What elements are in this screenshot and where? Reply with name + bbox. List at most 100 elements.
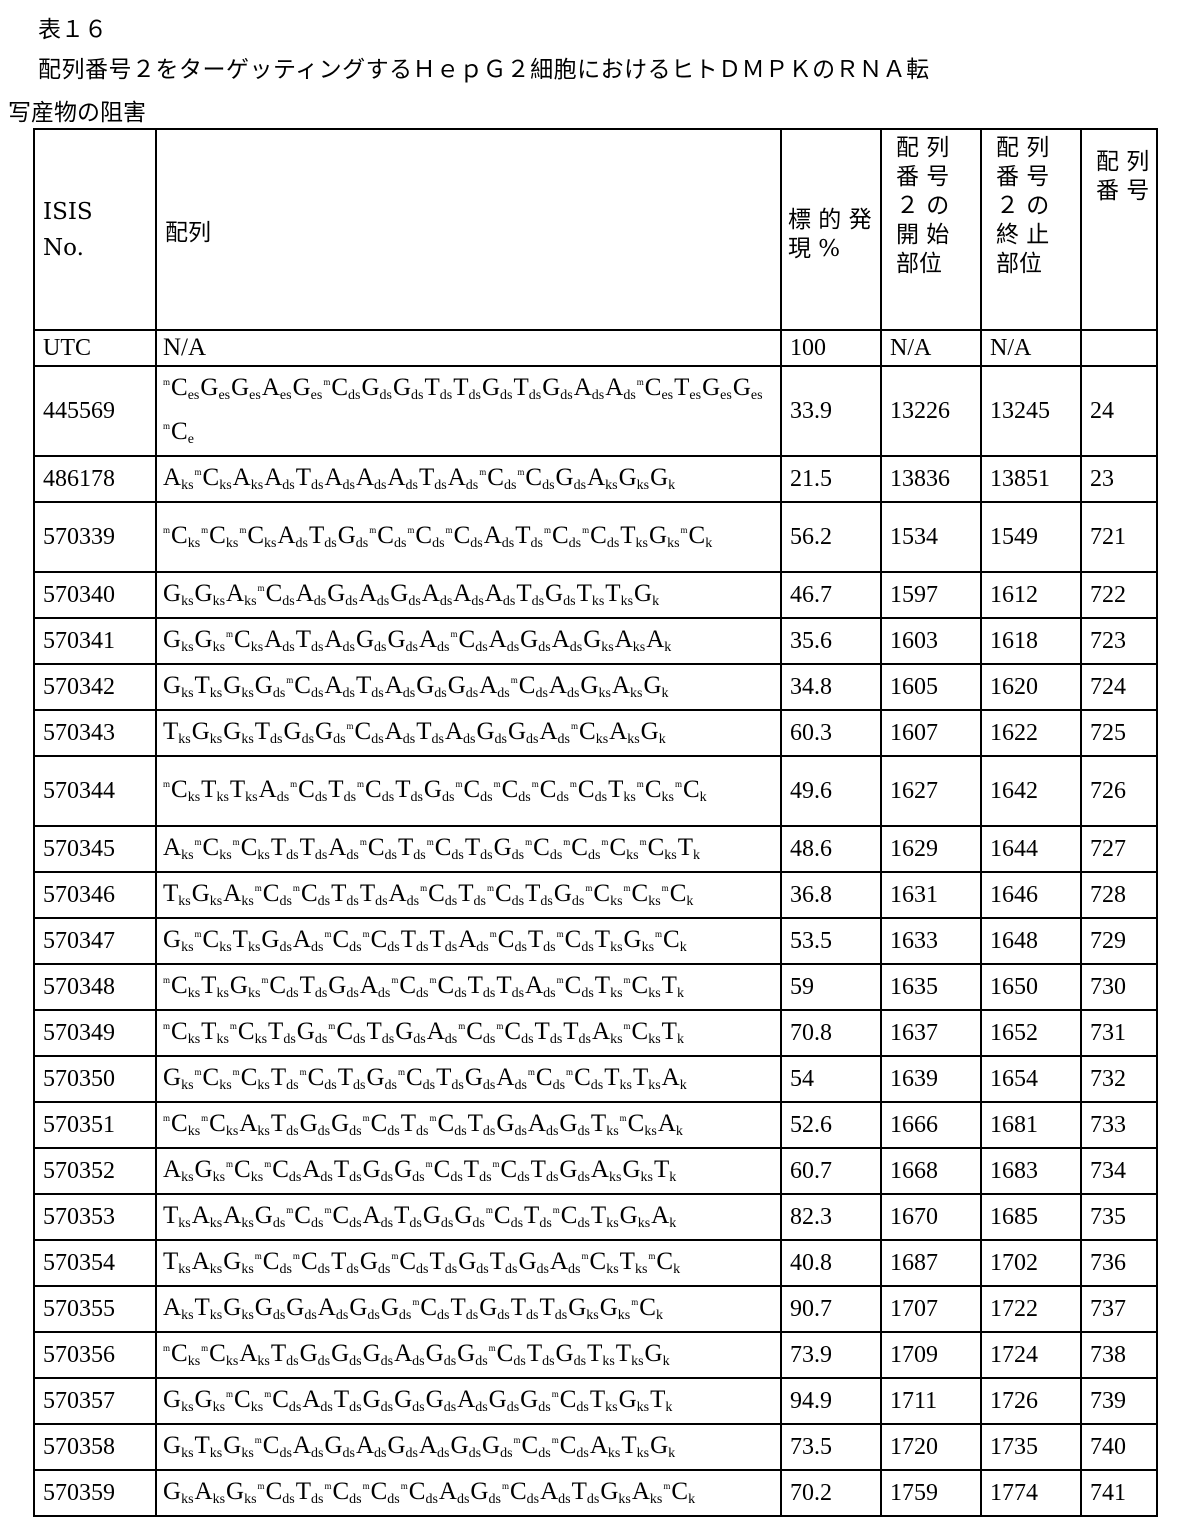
nucleotide: Tks [604, 1063, 632, 1101]
seq-id-cell: 731 [1081, 1010, 1157, 1056]
stop-site-cell: 1724 [981, 1332, 1081, 1378]
target-expression-cell: 59 [781, 964, 881, 1010]
nucleotide: Gds [331, 1339, 362, 1377]
nucleotide: Gds [426, 1339, 457, 1377]
nucleotide: Gds [395, 1017, 426, 1055]
stop-site-cell: 1612 [981, 572, 1081, 618]
seq-id-cell: 24 [1081, 366, 1157, 456]
nucleotide: Gds [494, 833, 525, 871]
table-row: 570346TksGksAksmCdsmCdsTdsTdsAdsmCdsTdsm… [34, 872, 1157, 918]
nucleotide: mCds [566, 1057, 603, 1101]
nucleotide: Tks [595, 971, 623, 1009]
nucleotide: Tds [401, 925, 429, 963]
nucleotide: Tes [674, 373, 701, 411]
nucleotide: Tks [577, 579, 605, 617]
nucleotide: Tds [515, 521, 543, 559]
target-expression-cell: 36.8 [781, 872, 881, 918]
table-row: 570359GksAksGksmCdsTdsmCdsmCdsmCdsAdsGds… [34, 1470, 1157, 1516]
nucleotide: Tds [255, 717, 283, 755]
nucleotide: mCk [675, 769, 707, 813]
nucleotide: Ads [605, 373, 636, 411]
nucleotide: Tks [201, 971, 229, 1009]
sequence-cell: GksAksGksmCdsTdsmCdsmCdsmCdsAdsGdsmCdsAd… [156, 1470, 781, 1516]
nucleotide: mCds [286, 665, 323, 709]
table-row: 570345AksmCksmCksTdsTdsAdsmCdsTdsmCdsTds… [34, 826, 1157, 872]
nucleotide: mCds [261, 965, 298, 1009]
nucleotide: Aks [195, 1477, 226, 1515]
nucleotide: Gds [360, 1247, 391, 1285]
stop-site-cell: 1685 [981, 1194, 1081, 1240]
nucleotide: Tds [356, 671, 384, 709]
nucleotide: Gk [634, 579, 659, 617]
nucleotide: mCds [258, 1471, 295, 1515]
nucleotide: mCds [494, 769, 531, 813]
nucleotide: Tds [453, 373, 481, 411]
nucleotide: Gds [331, 1109, 362, 1147]
nucleotide: Ads [427, 1017, 458, 1055]
nucleotide: Gks [223, 1247, 254, 1285]
nucleotide: Tds [271, 1063, 299, 1101]
nucleotide: Ads [302, 1385, 333, 1423]
nucleotide: Tks [591, 1109, 619, 1147]
table-row: 570342GksTksGksGdsmCdsAdsTdsAdsGdsGdsAds… [34, 664, 1157, 710]
nucleotide: Ads [324, 463, 355, 501]
nucleotide: Tds [328, 775, 356, 813]
nucleotide: Gds [423, 1201, 454, 1239]
nucleotide: mCds [363, 1103, 400, 1147]
nucleotide: Gds [520, 1385, 551, 1423]
nucleotide: mCds [479, 457, 516, 501]
nucleotide: Gks [195, 1385, 226, 1423]
nucleotide: Tks [195, 1431, 223, 1469]
table-row: 570344mCksTksTksAdsmCdsTdsmCdsTdsGdsmCds… [34, 756, 1157, 826]
sequence-cell: GksTksGksGdsmCdsAdsTdsAdsGdsGdsAdsmCdsAd… [156, 664, 781, 710]
seq-id-cell [1081, 330, 1157, 366]
nucleotide: mCks [239, 515, 276, 559]
nucleotide: Ads [302, 1155, 333, 1193]
nucleotide: mCds [544, 515, 581, 559]
nucleotide: mCds [429, 1103, 466, 1147]
nucleotide: Aks [223, 1201, 254, 1239]
nucleotide: Gds [390, 579, 421, 617]
nucleotide: Gks [568, 1293, 599, 1331]
stop-site-cell: 1620 [981, 664, 1081, 710]
nucleotide: mCds [487, 873, 524, 917]
nucleotide: Ak [662, 1063, 687, 1101]
nucleotide: Tks [620, 1247, 648, 1285]
start-site-cell: 1597 [881, 572, 981, 618]
nucleotide: Gks [163, 925, 194, 963]
stop-site-cell: 1681 [981, 1102, 1081, 1148]
nucleotide: Gds [381, 1293, 412, 1331]
sequence-cell: mCksmCksmCksAdsTdsGdsmCdsmCdsmCdsAdsTdsm… [156, 502, 781, 572]
table-number: 表１６ [38, 10, 107, 44]
nucleotide: Ads [552, 625, 583, 663]
nucleotide: mCds [363, 1471, 400, 1515]
nucleotide: mCds [300, 1057, 337, 1101]
nucleotide: mCks [195, 919, 232, 963]
nucleotide: mCds [496, 1011, 533, 1055]
stop-site-cell: 1722 [981, 1286, 1081, 1332]
stop-site-cell: 1618 [981, 618, 1081, 664]
nucleotide: mCds [525, 827, 562, 871]
nucleotide: Gks [223, 1293, 254, 1331]
nucleotide: mCks [230, 1011, 267, 1055]
nucleotide: Tds [419, 463, 447, 501]
nucleotide: Tks [590, 1385, 618, 1423]
nucleotide: Aks [223, 879, 254, 917]
table-row: 570354TksAksGksmCdsmCdsTdsGdsmCdsTdsGdsT… [34, 1240, 1157, 1286]
stop-site-cell: 1622 [981, 710, 1081, 756]
start-site-cell: 1720 [881, 1424, 981, 1470]
sequence-cell: TksGksGksTdsGdsGdsmCdsAdsTdsAdsGdsGdsAds… [156, 710, 781, 756]
nucleotide: Gds [470, 1477, 501, 1515]
stop-site-cell: 1726 [981, 1378, 1081, 1424]
sequence-cell: AksmCksAksAdsTdsAdsAdsAdsTdsAdsmCdsmCdsG… [156, 456, 781, 502]
seq-id-cell: 733 [1081, 1102, 1157, 1148]
target-expression-cell: 40.8 [781, 1240, 881, 1286]
header-isis-no: ISIS No. [34, 129, 156, 330]
nucleotide: Tks [587, 1339, 615, 1377]
nucleotide: Gks [620, 1201, 651, 1239]
nucleotide: Ads [484, 521, 515, 559]
nucleotide: Tds [524, 1201, 552, 1239]
target-expression-cell: 73.5 [781, 1424, 881, 1470]
nucleotide: Tks [230, 775, 258, 813]
nucleotide: Ads [574, 373, 605, 411]
